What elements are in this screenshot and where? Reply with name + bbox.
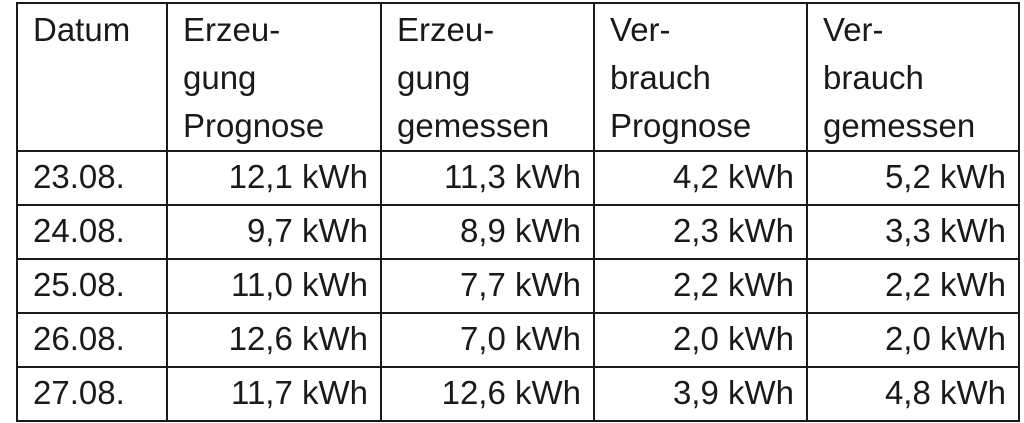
header-line: brauch	[823, 59, 924, 96]
generation-forecast-cell: 11,7 kWh	[166, 366, 382, 422]
consumption-measured-cell: 2,0 kWh	[806, 312, 1020, 368]
header-line: gung	[397, 59, 471, 96]
header-line: Erzeu-	[397, 11, 495, 48]
header-line: gemessen	[397, 107, 550, 144]
table-row: 26.08. 12,6 kWh 7,0 kWh 2,0 kWh 2,0 kWh	[16, 312, 1020, 368]
header-line: gemessen	[823, 107, 976, 144]
header-generation-forecast: Erzeu- gung Prognose	[166, 2, 382, 152]
header-line: brauch	[610, 59, 711, 96]
generation-measured-cell: 11,3 kWh	[380, 150, 595, 206]
header-generation-measured: Erzeu- gung gemessen	[380, 2, 595, 152]
consumption-measured-cell: 4,8 kWh	[806, 366, 1020, 422]
energy-table-container: Datum Erzeu- gung Prognose Erzeu- gung g…	[16, 2, 1020, 422]
consumption-forecast-cell: 3,9 kWh	[593, 366, 808, 422]
consumption-forecast-cell: 2,2 kWh	[593, 258, 808, 314]
consumption-forecast-cell: 2,3 kWh	[593, 204, 808, 260]
date-cell: 27.08.	[16, 366, 168, 422]
header-date: Datum	[16, 2, 168, 152]
generation-forecast-cell: 11,0 kWh	[166, 258, 382, 314]
header-row: Datum Erzeu- gung Prognose Erzeu- gung g…	[16, 2, 1020, 152]
table-row: 24.08. 9,7 kWh 8,9 kWh 2,3 kWh 3,3 kWh	[16, 204, 1020, 260]
header-line: Ver-	[610, 11, 671, 48]
table-row: 27.08. 11,7 kWh 12,6 kWh 3,9 kWh 4,8 kWh	[16, 366, 1020, 422]
table-row: 23.08. 12,1 kWh 11,3 kWh 4,2 kWh 5,2 kWh	[16, 150, 1020, 206]
table-row: 25.08. 11,0 kWh 7,7 kWh 2,2 kWh 2,2 kWh	[16, 258, 1020, 314]
generation-forecast-cell: 12,6 kWh	[166, 312, 382, 368]
header-line: gung	[183, 59, 257, 96]
date-cell: 25.08.	[16, 258, 168, 314]
header-line: Ver-	[823, 11, 884, 48]
consumption-measured-cell: 3,3 kWh	[806, 204, 1020, 260]
generation-forecast-cell: 9,7 kWh	[166, 204, 382, 260]
consumption-forecast-cell: 2,0 kWh	[593, 312, 808, 368]
header-line: Prognose	[183, 107, 325, 144]
generation-measured-cell: 8,9 kWh	[380, 204, 595, 260]
consumption-measured-cell: 5,2 kWh	[806, 150, 1020, 206]
header-consumption-forecast: Ver- brauch Prognose	[593, 2, 808, 152]
header-line: Prognose	[610, 107, 752, 144]
header-line: Datum	[33, 11, 131, 48]
consumption-forecast-cell: 4,2 kWh	[593, 150, 808, 206]
date-cell: 26.08.	[16, 312, 168, 368]
header-consumption-measured: Ver- brauch gemessen	[806, 2, 1020, 152]
generation-measured-cell: 12,6 kWh	[380, 366, 595, 422]
energy-table: Datum Erzeu- gung Prognose Erzeu- gung g…	[16, 2, 1020, 422]
table-header: Datum Erzeu- gung Prognose Erzeu- gung g…	[16, 2, 1020, 152]
date-cell: 24.08.	[16, 204, 168, 260]
date-cell: 23.08.	[16, 150, 168, 206]
consumption-measured-cell: 2,2 kWh	[806, 258, 1020, 314]
generation-measured-cell: 7,0 kWh	[380, 312, 595, 368]
generation-measured-cell: 7,7 kWh	[380, 258, 595, 314]
generation-forecast-cell: 12,1 kWh	[166, 150, 382, 206]
header-line: Erzeu-	[183, 11, 281, 48]
table-body: 23.08. 12,1 kWh 11,3 kWh 4,2 kWh 5,2 kWh…	[16, 150, 1020, 422]
